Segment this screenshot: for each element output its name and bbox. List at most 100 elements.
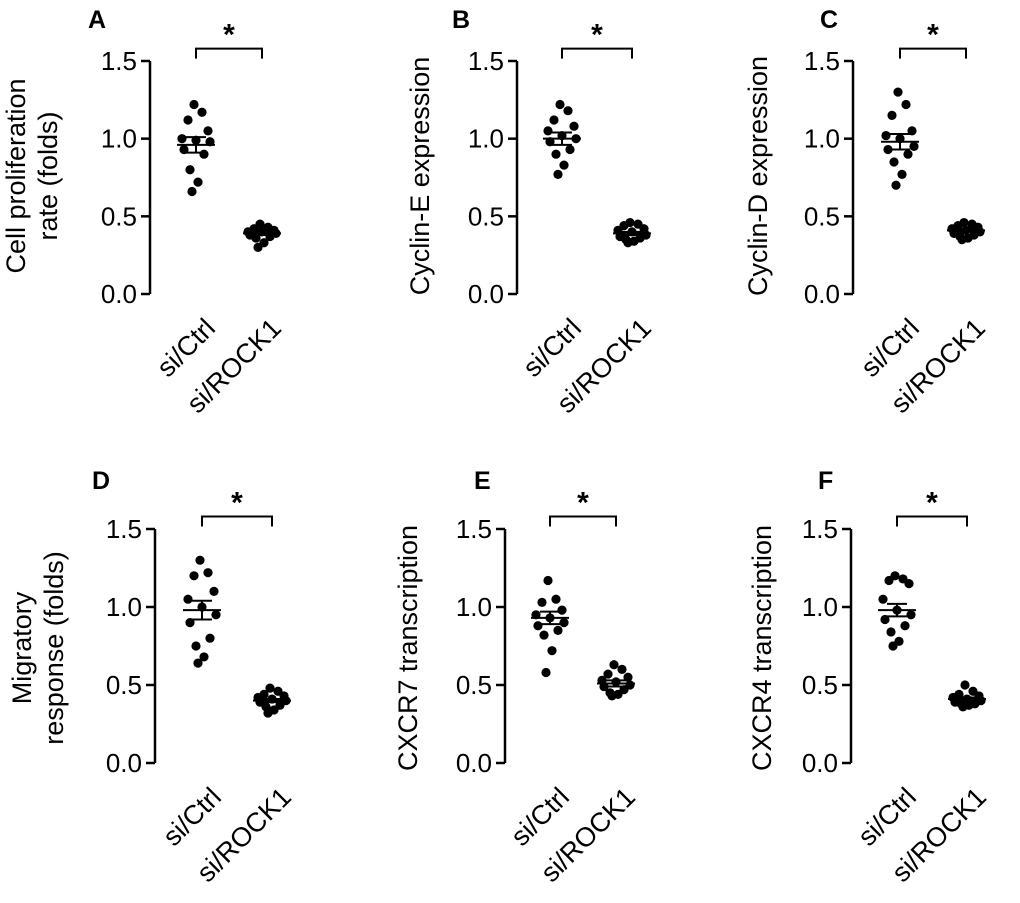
data-point	[533, 621, 543, 631]
significance-bracket	[195, 47, 263, 59]
data-point	[203, 126, 213, 136]
data-point	[878, 594, 888, 604]
y-tick-label: 0.5	[468, 201, 504, 231]
data-point	[960, 680, 970, 690]
y-tick-label: 1.5	[456, 514, 492, 544]
data-point	[887, 110, 897, 120]
y-axis-label: Migratory	[7, 591, 37, 704]
data-point	[906, 610, 916, 620]
significance-bracket	[561, 47, 633, 59]
data-point	[909, 141, 919, 152]
panel-letter: C	[820, 6, 838, 34]
data-point	[203, 568, 213, 578]
data-point	[263, 708, 273, 718]
y-tick-label: 0.0	[802, 748, 838, 778]
data-point	[903, 149, 913, 159]
data-point	[886, 627, 896, 637]
y-tick-label: 0.5	[804, 201, 840, 231]
data-point	[191, 641, 201, 651]
data-point	[900, 621, 910, 631]
panel-letter: A	[88, 6, 106, 34]
y-tick-label: 0.0	[468, 279, 504, 309]
data-point	[883, 144, 893, 155]
data-point	[185, 165, 195, 175]
data-point	[551, 149, 561, 159]
data-point	[889, 157, 899, 167]
data-point	[884, 575, 894, 586]
y-tick-label: 0.5	[802, 670, 838, 700]
y-tick-label: 1.5	[804, 46, 840, 76]
data-point	[904, 579, 914, 589]
significance-marker: *	[231, 487, 243, 520]
data-point	[559, 618, 569, 628]
data-point	[195, 555, 205, 565]
data-point	[901, 99, 911, 110]
data-point	[541, 667, 551, 678]
y-tick-label: 0.0	[456, 748, 492, 778]
data-point	[957, 235, 967, 245]
data-point	[199, 652, 209, 662]
data-point	[177, 134, 187, 144]
data-point	[543, 126, 553, 136]
y-tick-label: 0.0	[804, 279, 840, 309]
data-point	[551, 594, 561, 604]
data-point	[193, 658, 203, 668]
data-point	[193, 177, 203, 187]
y-axis-label: CXCR7 transcription	[393, 525, 423, 771]
data-point	[183, 115, 193, 125]
y-axis-label: Cyclin-E expression	[405, 57, 435, 296]
data-point	[563, 106, 573, 116]
significance-marker: *	[577, 487, 589, 520]
data-point	[549, 115, 559, 125]
significance-bracket	[549, 515, 617, 527]
y-tick-label: 1.5	[101, 46, 137, 76]
panel-letter: B	[452, 6, 470, 34]
y-tick-label: 1.0	[106, 592, 142, 622]
data-point	[539, 630, 549, 640]
y-tick-label: 1.0	[468, 124, 504, 154]
y-axis-label: CXCR4 transcription	[747, 525, 777, 771]
significance-marker: *	[927, 19, 939, 52]
data-point	[553, 169, 563, 179]
data-point	[209, 586, 219, 597]
data-point	[205, 633, 215, 643]
data-point	[893, 87, 903, 97]
y-tick-label: 0.0	[106, 748, 142, 778]
panel-letter: D	[92, 467, 110, 495]
data-point	[623, 238, 633, 248]
significance-marker: *	[591, 19, 603, 52]
data-point	[557, 605, 567, 615]
data-point	[547, 646, 557, 656]
panel-a: A 0.0 0.5 1.0 1.5 Cell proliferation rate (fol…	[1, 6, 287, 419]
data-point	[553, 625, 563, 636]
panel-letter: F	[818, 467, 833, 495]
y-axis-label: Cyclin-D expression	[743, 56, 773, 296]
significance-bracket	[201, 515, 273, 527]
data-point	[537, 597, 547, 607]
data-point	[897, 169, 907, 179]
data-point	[211, 610, 221, 620]
y-tick-label: 1.0	[101, 124, 137, 154]
y-tick-label: 0.5	[101, 201, 137, 231]
y-tick-label: 0.5	[106, 670, 142, 700]
data-point	[189, 99, 199, 110]
y-tick-label: 1.5	[802, 514, 838, 544]
data-point	[197, 107, 207, 117]
data-point	[603, 669, 613, 679]
data-point	[559, 160, 569, 170]
significance-marker: *	[223, 19, 235, 52]
significance-bracket	[896, 515, 968, 527]
data-point	[253, 242, 263, 252]
data-point	[569, 121, 579, 131]
significance-marker: *	[926, 487, 938, 520]
significance-bracket	[899, 47, 967, 59]
y-tick-label: 1.0	[802, 592, 838, 622]
y-axis-label: rate (folds)	[33, 111, 63, 240]
data-point	[609, 660, 619, 670]
data-point	[565, 144, 575, 155]
data-point	[617, 664, 627, 675]
panel-letter: E	[474, 467, 491, 495]
